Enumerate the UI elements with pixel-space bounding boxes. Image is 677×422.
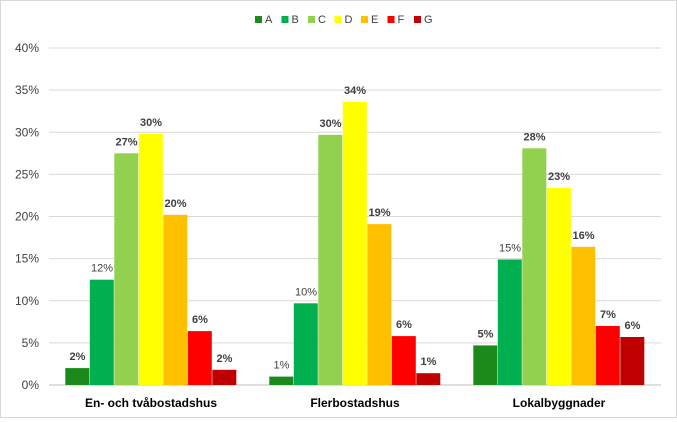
bar xyxy=(187,331,212,385)
legend-swatch xyxy=(334,16,342,23)
legend-swatch xyxy=(255,16,262,23)
bar xyxy=(163,214,188,385)
data-label: 6% xyxy=(396,319,412,331)
data-label: 34% xyxy=(344,85,366,97)
data-label: 19% xyxy=(368,207,390,219)
data-label: 6% xyxy=(192,314,208,326)
data-label: 1% xyxy=(421,356,437,368)
bar xyxy=(138,133,163,385)
bar xyxy=(212,369,237,385)
bar xyxy=(522,148,547,385)
bar xyxy=(571,246,596,385)
legend-swatch xyxy=(308,16,315,23)
bar xyxy=(367,224,392,385)
data-label: 30% xyxy=(140,117,162,129)
x-category-label: En- och tvåbostadshus xyxy=(85,396,217,410)
bar xyxy=(65,368,90,385)
y-tick-label: 15% xyxy=(15,252,39,266)
legend-label: B xyxy=(292,14,299,26)
y-tick-label: 25% xyxy=(15,167,39,181)
x-category-label: Flerbostadshus xyxy=(310,396,400,410)
legend-swatch xyxy=(414,16,421,23)
x-category-label: Lokalbyggnader xyxy=(513,396,606,410)
data-label: 16% xyxy=(572,230,594,242)
y-tick-label: 0% xyxy=(22,378,40,392)
data-label: 5% xyxy=(478,328,494,340)
y-tick-label: 10% xyxy=(15,294,39,308)
data-label: 6% xyxy=(625,320,641,332)
legend-label: F xyxy=(398,14,405,26)
data-label: 7% xyxy=(600,309,616,321)
y-tick-label: 30% xyxy=(15,125,39,139)
legend-swatch xyxy=(361,16,368,23)
bar xyxy=(269,376,294,385)
y-tick-label: 5% xyxy=(22,336,40,350)
data-label: 2% xyxy=(70,351,86,363)
legend-swatch xyxy=(387,16,395,23)
bar xyxy=(114,153,139,385)
bar xyxy=(89,279,114,385)
legend-label: A xyxy=(265,14,273,26)
bar xyxy=(595,326,620,385)
legend-label: C xyxy=(318,14,326,26)
y-tick-label: 20% xyxy=(15,210,39,224)
data-label: 27% xyxy=(115,136,137,148)
data-label: 30% xyxy=(319,118,341,130)
bar xyxy=(416,373,441,385)
bar xyxy=(497,259,522,385)
bar xyxy=(293,303,318,385)
legend-label: D xyxy=(345,14,353,26)
data-label: 28% xyxy=(523,131,545,143)
y-tick-label: 35% xyxy=(15,83,39,97)
bar xyxy=(473,345,498,385)
data-label: 1% xyxy=(274,360,290,372)
data-label: 23% xyxy=(548,171,570,183)
legend-swatch xyxy=(281,16,289,23)
bar xyxy=(620,337,645,385)
legend-label: G xyxy=(424,14,433,26)
bar xyxy=(342,101,367,386)
data-label: 15% xyxy=(499,243,521,255)
y-tick-label: 40% xyxy=(15,41,39,55)
data-label: 10% xyxy=(295,286,317,298)
bar xyxy=(318,134,343,385)
bar xyxy=(546,187,571,385)
data-label: 2% xyxy=(217,353,233,365)
data-label: 12% xyxy=(91,263,113,275)
bar xyxy=(391,336,416,385)
legend-label: E xyxy=(371,14,378,26)
data-label: 20% xyxy=(164,198,186,210)
